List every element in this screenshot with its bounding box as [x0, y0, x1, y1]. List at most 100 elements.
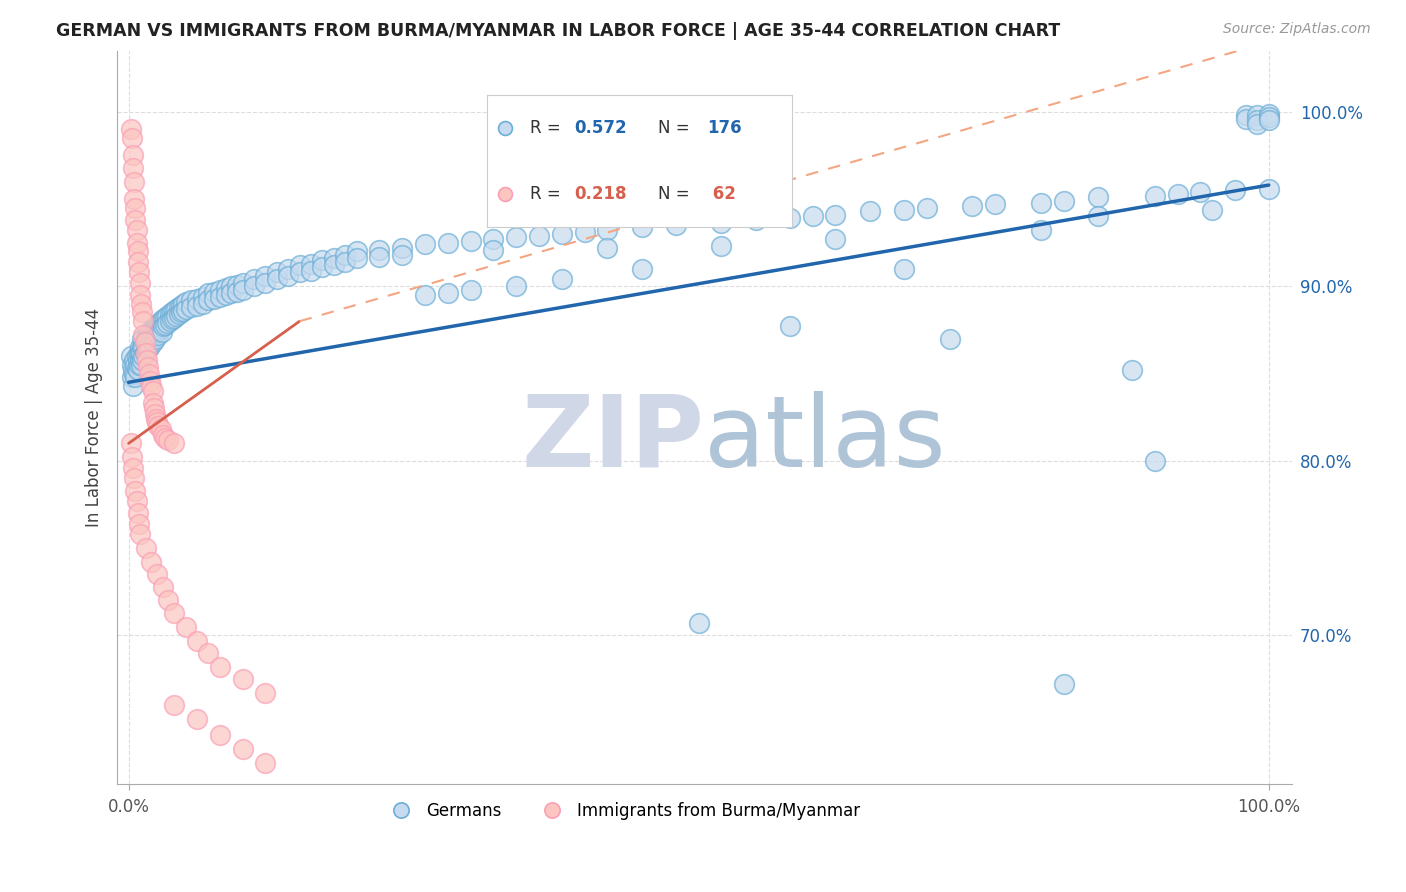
Point — [120, 436, 142, 450]
Point — [232, 276, 254, 290]
Point — [149, 422, 172, 436]
Point — [139, 328, 162, 343]
Point — [243, 279, 266, 293]
Point — [145, 412, 167, 426]
Point — [141, 384, 163, 398]
Point — [135, 328, 157, 343]
Point — [254, 756, 277, 770]
Point — [127, 244, 149, 259]
Point — [172, 297, 194, 311]
Point — [135, 340, 157, 354]
Point — [254, 686, 277, 700]
Point — [135, 338, 157, 352]
Point — [148, 328, 170, 343]
Point — [391, 248, 413, 262]
Point — [128, 265, 150, 279]
Point — [146, 325, 169, 339]
Point — [129, 358, 152, 372]
Point — [134, 335, 156, 350]
Point — [1029, 223, 1052, 237]
Point — [505, 279, 527, 293]
Point — [311, 260, 333, 274]
Point — [208, 660, 231, 674]
Point — [131, 352, 153, 367]
Point — [1234, 112, 1257, 126]
Point — [299, 257, 322, 271]
Point — [1087, 190, 1109, 204]
Point — [124, 367, 146, 381]
Point — [938, 332, 960, 346]
Point — [915, 201, 938, 215]
Point — [121, 131, 143, 145]
Point — [167, 307, 190, 321]
Point — [141, 379, 163, 393]
Point — [129, 288, 152, 302]
Point — [322, 258, 344, 272]
Point — [596, 223, 619, 237]
Point — [984, 197, 1007, 211]
Point — [157, 433, 180, 447]
Point — [156, 309, 179, 323]
Legend: Germans, Immigrants from Burma/Myanmar: Germans, Immigrants from Burma/Myanmar — [378, 796, 866, 827]
Point — [125, 349, 148, 363]
Point — [1257, 106, 1279, 120]
Point — [202, 292, 225, 306]
Point — [125, 361, 148, 376]
Point — [710, 217, 733, 231]
Point — [208, 728, 231, 742]
Point — [122, 460, 145, 475]
Point — [197, 646, 219, 660]
Point — [225, 277, 247, 292]
Point — [135, 345, 157, 359]
Point — [121, 450, 143, 465]
Point — [124, 201, 146, 215]
Point — [232, 283, 254, 297]
Point — [128, 516, 150, 531]
Point — [288, 265, 311, 279]
Point — [574, 225, 596, 239]
Point — [141, 326, 163, 341]
Point — [368, 250, 391, 264]
Point — [368, 243, 391, 257]
Point — [174, 301, 197, 316]
Point — [1029, 195, 1052, 210]
Point — [859, 204, 882, 219]
Point — [214, 288, 236, 302]
Point — [136, 359, 159, 374]
Point — [346, 244, 368, 259]
Point — [219, 286, 242, 301]
Point — [551, 272, 574, 286]
Point — [128, 345, 150, 359]
Point — [163, 303, 186, 318]
Point — [1201, 202, 1223, 217]
Point — [160, 312, 183, 326]
Point — [139, 338, 162, 352]
Point — [163, 436, 186, 450]
Point — [1052, 194, 1074, 208]
Point — [141, 335, 163, 350]
Point — [152, 580, 174, 594]
Point — [779, 319, 801, 334]
Point — [124, 352, 146, 367]
Point — [141, 555, 163, 569]
Point — [138, 367, 160, 381]
Point — [311, 253, 333, 268]
Point — [1246, 113, 1268, 128]
Point — [150, 325, 173, 339]
Point — [710, 239, 733, 253]
Point — [159, 314, 181, 328]
Point — [505, 230, 527, 244]
Point — [120, 349, 142, 363]
Point — [135, 352, 157, 367]
Point — [630, 261, 652, 276]
Point — [132, 328, 155, 343]
Point — [277, 261, 299, 276]
Point — [166, 309, 188, 323]
Point — [146, 318, 169, 332]
Point — [146, 567, 169, 582]
Point — [127, 352, 149, 367]
Point — [129, 276, 152, 290]
Point — [225, 285, 247, 299]
Point — [129, 345, 152, 359]
Point — [138, 326, 160, 341]
